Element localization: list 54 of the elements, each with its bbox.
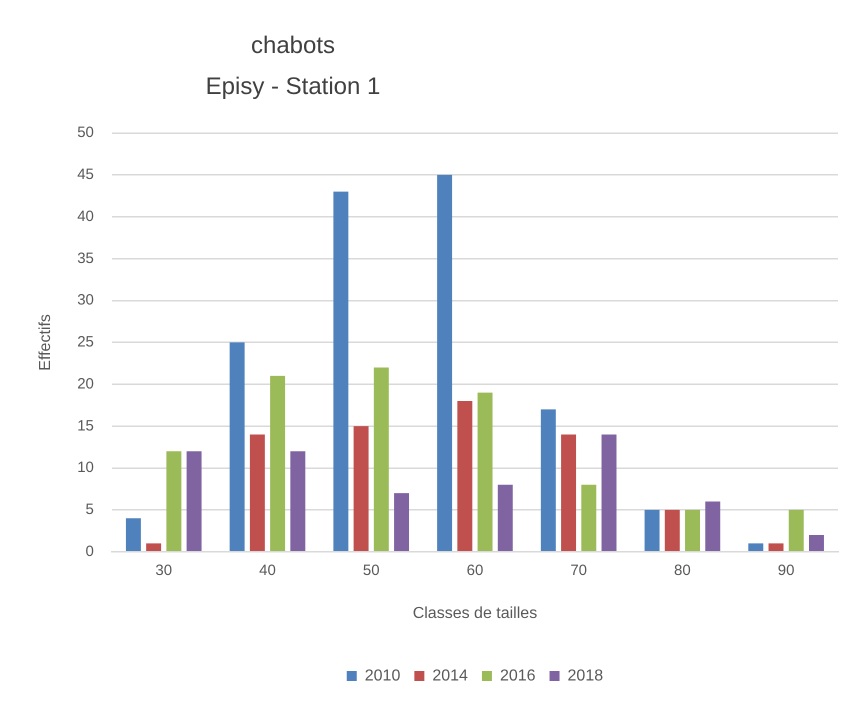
y-tick-label: 0	[86, 542, 94, 560]
x-tick-label: 30	[155, 562, 172, 579]
bar	[394, 493, 410, 552]
y-tick-label: 10	[77, 459, 94, 476]
bar	[166, 451, 182, 552]
bar	[685, 510, 700, 552]
legend-label: 2014	[432, 667, 468, 684]
x-tick-label: 90	[778, 562, 794, 579]
x-tick-label: 60	[466, 562, 484, 579]
bar	[333, 192, 348, 552]
bar	[126, 518, 141, 552]
bar	[768, 543, 784, 552]
y-tick-label: 45	[77, 166, 94, 184]
legend-label: 2010	[364, 667, 400, 684]
bar	[437, 174, 452, 552]
y-axis-title: Effectifs	[37, 314, 54, 371]
y-tick-label: 20	[77, 375, 94, 392]
bar	[540, 409, 556, 552]
x-axis-title: Classes de tailles	[412, 604, 538, 622]
bar	[705, 502, 720, 552]
bar	[788, 510, 804, 552]
y-tick-label: 30	[77, 292, 94, 309]
bar	[270, 376, 286, 552]
y-tick-label: 15	[77, 417, 94, 434]
y-tick-label: 40	[77, 208, 94, 225]
bar	[644, 510, 660, 552]
x-tick-label: 80	[674, 562, 691, 579]
bar	[146, 543, 162, 552]
bar	[374, 368, 389, 552]
chart-subtitle: Episy - Station 1	[204, 72, 382, 102]
legend-label: 2018	[568, 667, 604, 684]
bar	[602, 434, 616, 552]
x-tick-label: 50	[362, 562, 380, 579]
bar	[290, 451, 306, 552]
bar	[457, 401, 472, 552]
bar	[748, 543, 764, 552]
bar	[478, 392, 493, 552]
y-tick-label: 25	[77, 334, 94, 351]
bar	[354, 426, 369, 552]
bar	[186, 451, 202, 552]
legend-label: 2016	[500, 667, 536, 684]
chart-title: chabots	[250, 31, 336, 61]
y-tick-label: 50	[77, 124, 94, 142]
x-tick-label: 40	[259, 562, 276, 579]
bar	[561, 434, 576, 552]
y-tick-label: 5	[86, 501, 94, 518]
bar	[250, 434, 265, 552]
x-tick-label: 70	[570, 562, 588, 579]
bar	[664, 510, 680, 552]
bar	[808, 535, 824, 552]
y-tick-label: 35	[77, 250, 94, 267]
bar	[230, 342, 245, 552]
bar	[581, 484, 596, 552]
bar	[498, 484, 513, 552]
